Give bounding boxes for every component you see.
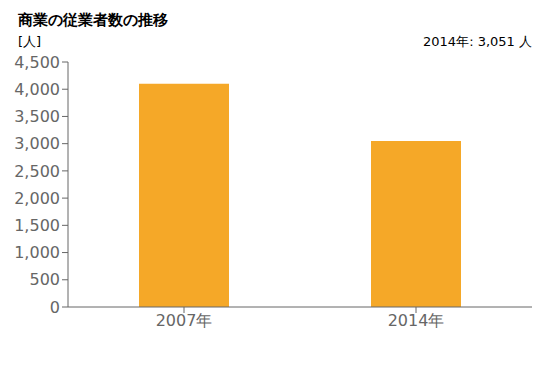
- svg-text:2,500: 2,500: [14, 162, 60, 181]
- svg-text:2014年: 2014年: [388, 311, 445, 330]
- svg-text:2007年: 2007年: [156, 311, 213, 330]
- html-text:商業の従業者数の推移: 商業の従業者数の推移: [18, 11, 168, 29]
- svg-text:500: 500: [29, 270, 60, 289]
- svg-text:2,000: 2,000: [14, 189, 60, 208]
- svg-text:1,000: 1,000: [14, 243, 60, 262]
- svg-text:0: 0: [50, 298, 60, 317]
- svg-text:1,500: 1,500: [14, 216, 60, 235]
- html-text:2014年: 3,051 人: 2014年: 3,051 人: [423, 34, 532, 49]
- svg-text:4,000: 4,000: [14, 80, 60, 99]
- svg-text:3,000: 3,000: [14, 134, 60, 153]
- svg-text:3,500: 3,500: [14, 107, 60, 126]
- svg-text:4,500: 4,500: [14, 53, 60, 72]
- html-text:[人]: [人]: [18, 34, 42, 49]
